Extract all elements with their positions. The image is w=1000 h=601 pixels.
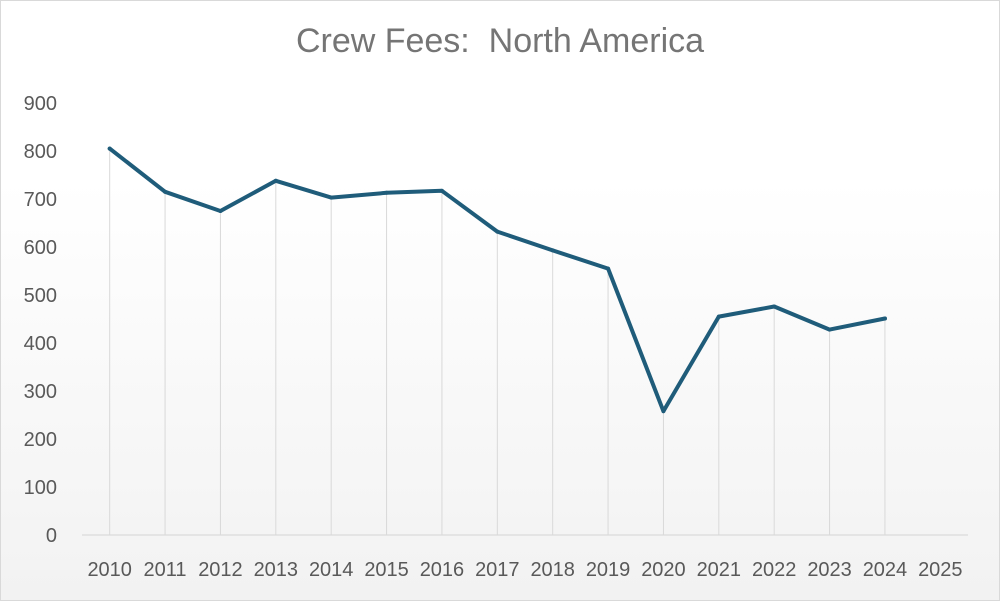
x-tick-label: 2021 bbox=[697, 559, 742, 581]
data-point bbox=[827, 327, 832, 332]
x-tick-label: 2012 bbox=[198, 559, 243, 581]
y-tick-label: 200 bbox=[24, 429, 57, 451]
data-point bbox=[772, 304, 777, 309]
x-tick-label: 2023 bbox=[807, 559, 852, 581]
y-tick-label: 600 bbox=[24, 237, 57, 259]
data-point bbox=[661, 409, 666, 414]
x-tick-label: 2020 bbox=[641, 559, 686, 581]
data-point bbox=[495, 229, 500, 234]
drop-lines bbox=[109, 148, 886, 535]
x-tick-label: 2016 bbox=[420, 559, 465, 581]
data-point bbox=[439, 188, 444, 193]
y-tick-label: 900 bbox=[24, 93, 57, 115]
data-point bbox=[218, 209, 223, 213]
x-tick-label: 2013 bbox=[254, 559, 299, 581]
y-tick-label: 300 bbox=[24, 381, 57, 403]
x-tick-label: 2018 bbox=[530, 559, 575, 581]
data-point bbox=[273, 178, 278, 183]
y-tick-label: 0 bbox=[46, 525, 57, 547]
y-axis-ticks: 0 100 200 300 400 500 600 700 800 900 bbox=[24, 93, 57, 547]
y-tick-label: 400 bbox=[24, 333, 57, 355]
series-group bbox=[107, 146, 887, 414]
y-tick-label: 800 bbox=[24, 141, 57, 163]
y-tick-label: 700 bbox=[24, 189, 57, 211]
data-point bbox=[882, 316, 887, 321]
x-tick-label: 2015 bbox=[364, 559, 409, 581]
x-tick-label: 2025 bbox=[918, 559, 963, 581]
data-point bbox=[716, 314, 721, 319]
x-axis-ticks: 2010 2011 2012 2013 2014 2015 2016 2017 2018 2019… bbox=[87, 559, 962, 581]
x-tick-label: 2019 bbox=[586, 559, 631, 581]
x-tick-label: 2011 bbox=[144, 559, 187, 581]
data-point bbox=[606, 266, 611, 271]
data-point bbox=[107, 146, 112, 151]
x-tick-label: 2014 bbox=[309, 559, 354, 581]
x-tick-label: 2022 bbox=[752, 559, 797, 581]
y-tick-label: 500 bbox=[24, 285, 57, 307]
data-point bbox=[163, 189, 168, 194]
x-tick-label: 2024 bbox=[863, 559, 908, 581]
data-point bbox=[550, 248, 555, 253]
chart-title: Crew Fees: North America bbox=[295, 22, 705, 60]
data-point bbox=[384, 190, 389, 195]
x-tick-label: 2017 bbox=[475, 559, 520, 581]
y-tick-label: 100 bbox=[24, 477, 57, 499]
data-point bbox=[329, 195, 334, 200]
x-tick-label: 2010 bbox=[87, 559, 132, 581]
